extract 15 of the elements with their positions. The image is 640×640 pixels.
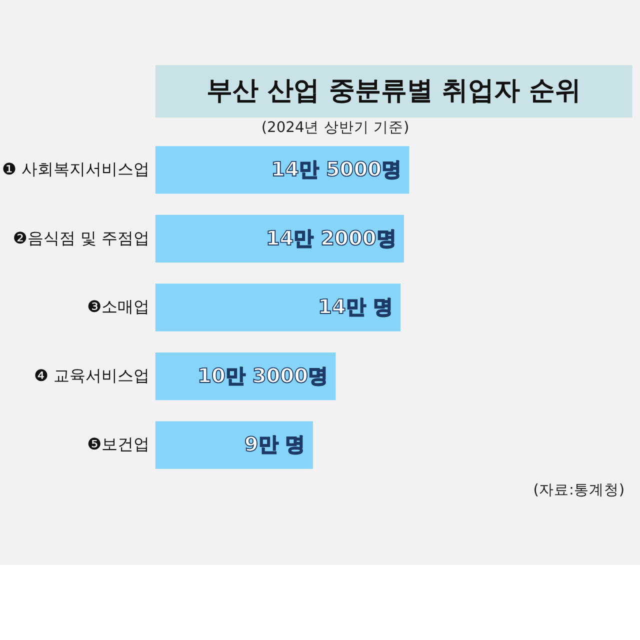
y-tick-label: ❹ 교육서비스업 (34, 366, 150, 385)
data-label: 9만 명 (244, 432, 306, 456)
data-label: 14만 5000명 (271, 157, 402, 182)
data-label: 10만 3000명 (198, 363, 328, 388)
y-tick-label: ❶ 사회복지서비스업 (2, 160, 150, 179)
bar (155, 421, 313, 469)
y-tick-label: ❸소매업 (87, 297, 150, 316)
text: (자료:통계청) (533, 481, 625, 498)
bar (155, 284, 400, 332)
data-label: 14만 2000명 (266, 226, 396, 250)
y-tick-label: ❺보건업 (87, 434, 150, 454)
data-label: 14만 명 (318, 294, 393, 319)
chart-title: 부산 산업 중분류별 취업자 순위 (206, 76, 582, 106)
y-tick-label: ❷음식점 및 주점업 (12, 228, 150, 248)
chart-subtitle: (2024년 상반기 기준) (261, 119, 410, 136)
